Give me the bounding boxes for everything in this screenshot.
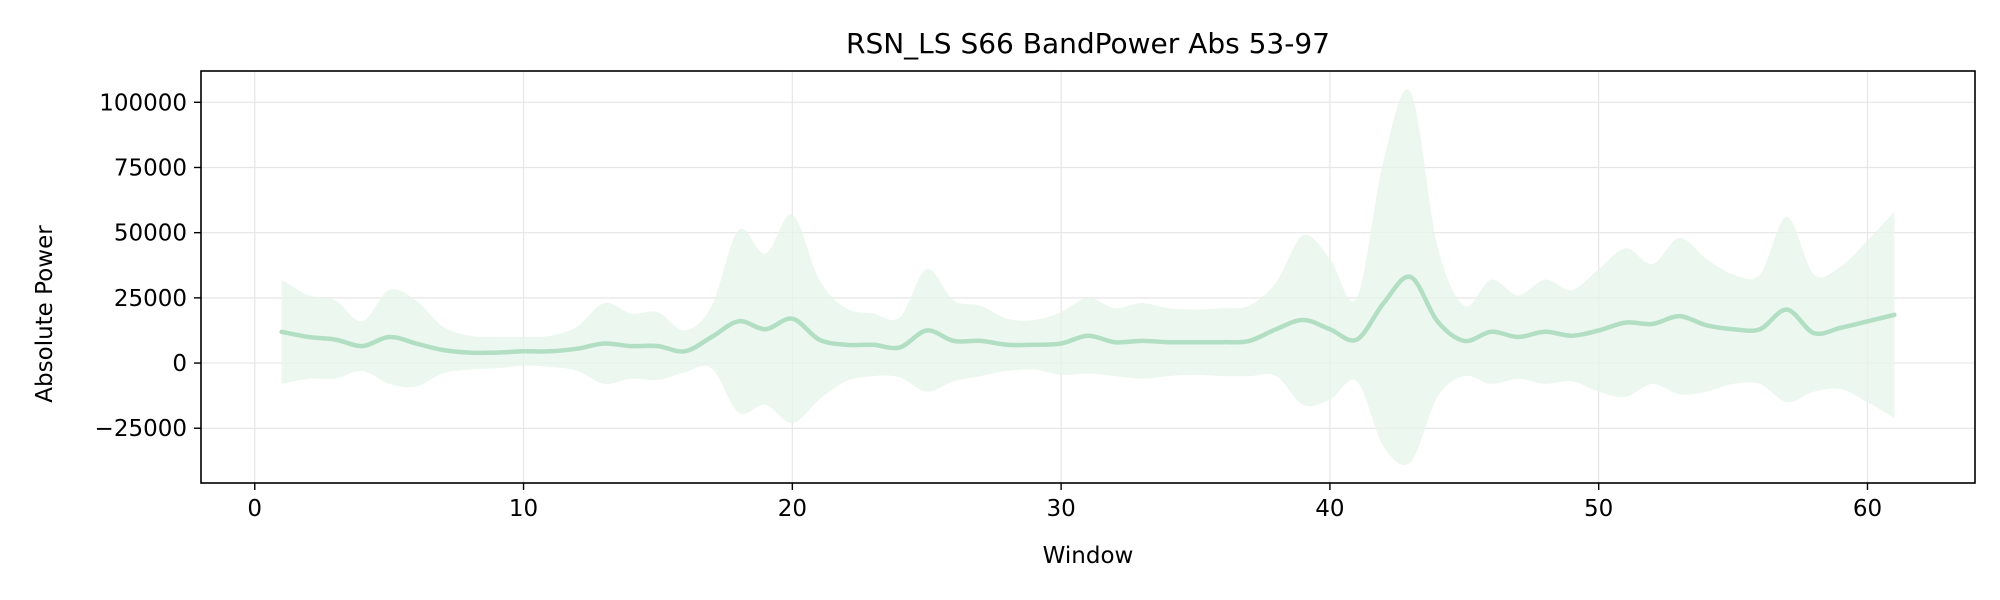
x-tick-label: 0 [247,496,262,522]
y-tick-label: 75000 [114,155,187,181]
chart-title: RSN_LS S66 BandPower Abs 53-97 [846,27,1330,60]
x-tick-label: 50 [1584,496,1613,522]
y-axis-label: Absolute Power [32,225,58,403]
y-tick-label: −25000 [95,416,187,442]
x-tick-label: 20 [778,496,807,522]
x-axis-ticks: 0 10 20 30 40 50 60 [247,483,1882,522]
y-axis-ticks: −25000 0 25000 50000 75000 100000 [95,90,201,442]
y-tick-label: 0 [172,351,187,377]
x-tick-label: 40 [1315,496,1344,522]
x-tick-label: 60 [1853,496,1882,522]
x-tick-label: 30 [1046,496,1075,522]
x-axis-label: Window [1043,543,1134,569]
x-tick-label: 10 [509,496,538,522]
plot-frame [200,70,1976,484]
y-tick-label: 100000 [99,90,187,116]
y-tick-label: 50000 [114,221,187,247]
mean-line [279,274,1897,356]
y-tick-label: 25000 [114,286,187,312]
std-band-area [281,89,1895,466]
